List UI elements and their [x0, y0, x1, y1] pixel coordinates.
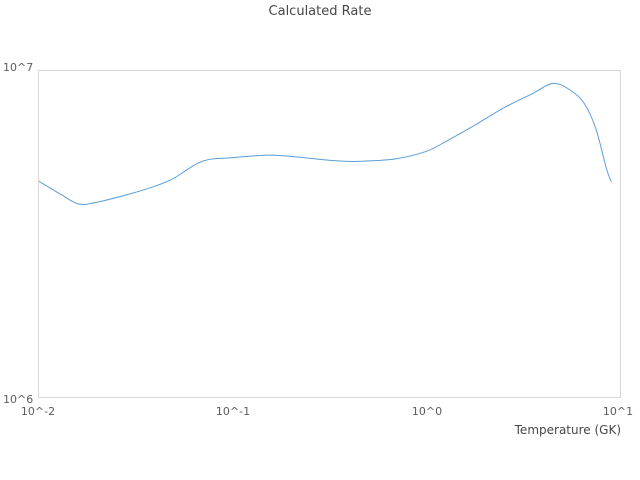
x-tick-10e-1: 10^-1 [215, 405, 251, 418]
rate-curve-line [39, 82, 612, 205]
y-tick-10e6: 10^6 [3, 393, 34, 406]
rate-curve-svg [39, 82, 612, 205]
x-axis-label: Temperature (GK) [514, 423, 621, 437]
plot-area [38, 70, 621, 398]
chart-title: Calculated Rate [268, 4, 372, 19]
y-tick-10e7: 10^7 [3, 61, 34, 74]
x-tick-10e0: 10^0 [411, 405, 443, 418]
x-tick-10e-2: 10^-2 [20, 405, 56, 418]
x-tick-10e1: 10^1 [602, 405, 634, 418]
